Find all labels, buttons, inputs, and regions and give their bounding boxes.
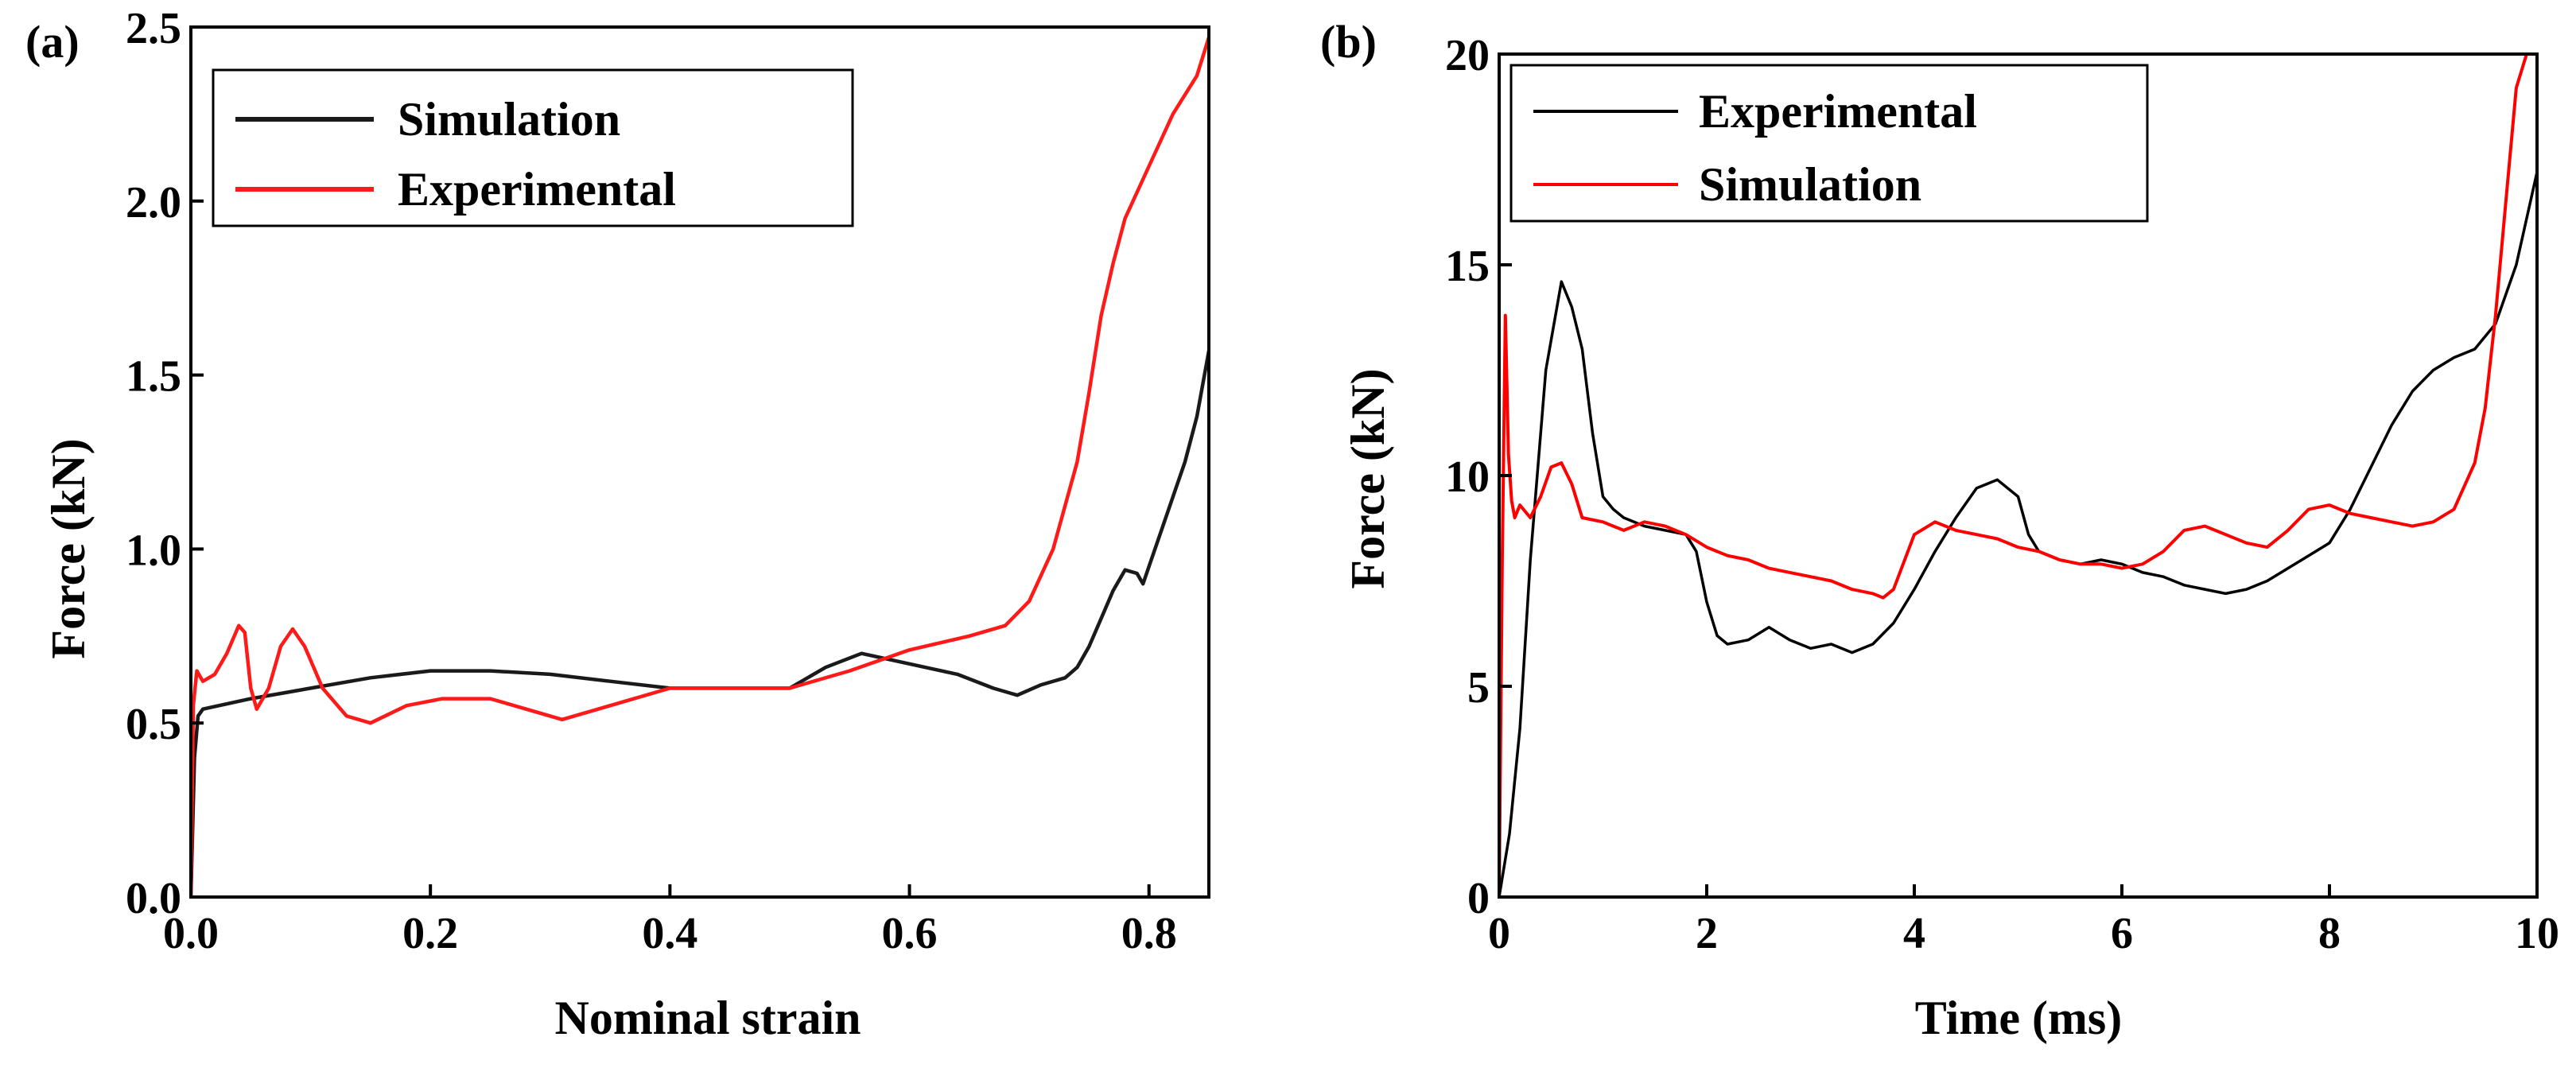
panel-b-y-tick-label: 0: [1467, 874, 1490, 923]
panel-a-axes-frame: [189, 25, 1210, 899]
panel-b-legend-label-experimental: Experimental: [1699, 85, 1977, 138]
panel-a-chart: (a) 0.0 0.2 0.4 0.6 0.8 0.0 0.5 1.0 1.5 2.0 2.5 N…: [25, 4, 1210, 1044]
panel-b-x-tick-label: 2: [1696, 909, 1718, 958]
panel-a-series-experimental-line: [191, 37, 1209, 897]
panel-a-legend: Simulation Experimental: [212, 68, 854, 227]
panel-b-x-ticks: 0 2 4 6 8 10: [1488, 884, 2559, 958]
panel-a-y-tick-label: 2.5: [126, 4, 181, 53]
panel-a-y-tick-label: 1.5: [126, 352, 181, 402]
panel-b-x-tick-label: 0: [1488, 909, 1510, 958]
panel-b-legend-box: [1509, 64, 2149, 223]
panel-b-chart: (b) 0 2 4 6 8 10 0 5 10 15 20 Time (ms) Force (kN…: [1320, 16, 2559, 1044]
panel-b-series-simulation-line: [1499, 54, 2528, 897]
panel-b-x-tick-label: 8: [2318, 909, 2341, 958]
panel-a-x-axis-title: Nominal strain: [554, 992, 861, 1044]
panel-b-y-tick-label: 15: [1445, 242, 1490, 291]
panel-a-y-ticks: 0.0 0.5 1.0 1.5 2.0 2.5: [126, 4, 204, 923]
panel-a-x-tick-label: 0.6: [882, 909, 938, 958]
panel-b-y-tick-label: 20: [1445, 31, 1490, 80]
panel-a-x-tick-label: 0.0: [163, 909, 219, 958]
panel-a-y-tick-label: 2.0: [126, 178, 181, 227]
panel-b-x-axis-title: Time (ms): [1915, 992, 2123, 1044]
panel-a-label: (a): [25, 16, 80, 68]
panel-b-legend-label-simulation: Simulation: [1699, 158, 1921, 211]
panel-a-x-tick-label: 0.4: [642, 909, 697, 958]
panel-a-y-axis-title: Force (kN): [42, 438, 95, 658]
panel-b-y-ticks: 0 5 10 15 20: [1445, 31, 1512, 923]
panel-a-plot-area: [189, 25, 1210, 899]
panel-a-legend-label-simulation: Simulation: [398, 93, 620, 146]
panel-a-y-tick-label: 1.0: [126, 526, 181, 575]
panel-b-label: (b): [1320, 16, 1377, 68]
panel-b-legend: Experimental Simulation: [1509, 64, 2149, 223]
panel-b-x-tick-label: 6: [2111, 909, 2133, 958]
panel-a-y-tick-label: 0.0: [126, 874, 181, 923]
panel-b-series-experimental-line: [1499, 172, 2537, 897]
panel-a-legend-box: [212, 68, 854, 227]
panel-a-x-ticks: 0.0 0.2 0.4 0.6 0.8: [163, 884, 1177, 958]
panel-a-y-tick-label: 0.5: [126, 700, 181, 749]
panel-b-y-axis-title: Force (kN): [1342, 368, 1394, 588]
panel-b-y-tick-label: 10: [1445, 452, 1490, 502]
panel-a-x-tick-label: 0.2: [402, 909, 458, 958]
panel-a-legend-label-experimental: Experimental: [398, 163, 676, 216]
panel-a-x-tick-label: 0.8: [1121, 909, 1177, 958]
panel-a-series-simulation-line: [191, 350, 1209, 897]
panel-b-x-tick-label: 10: [2515, 909, 2559, 958]
panel-b-y-tick-label: 5: [1467, 663, 1490, 713]
panel-b-x-tick-label: 4: [1903, 909, 1925, 958]
